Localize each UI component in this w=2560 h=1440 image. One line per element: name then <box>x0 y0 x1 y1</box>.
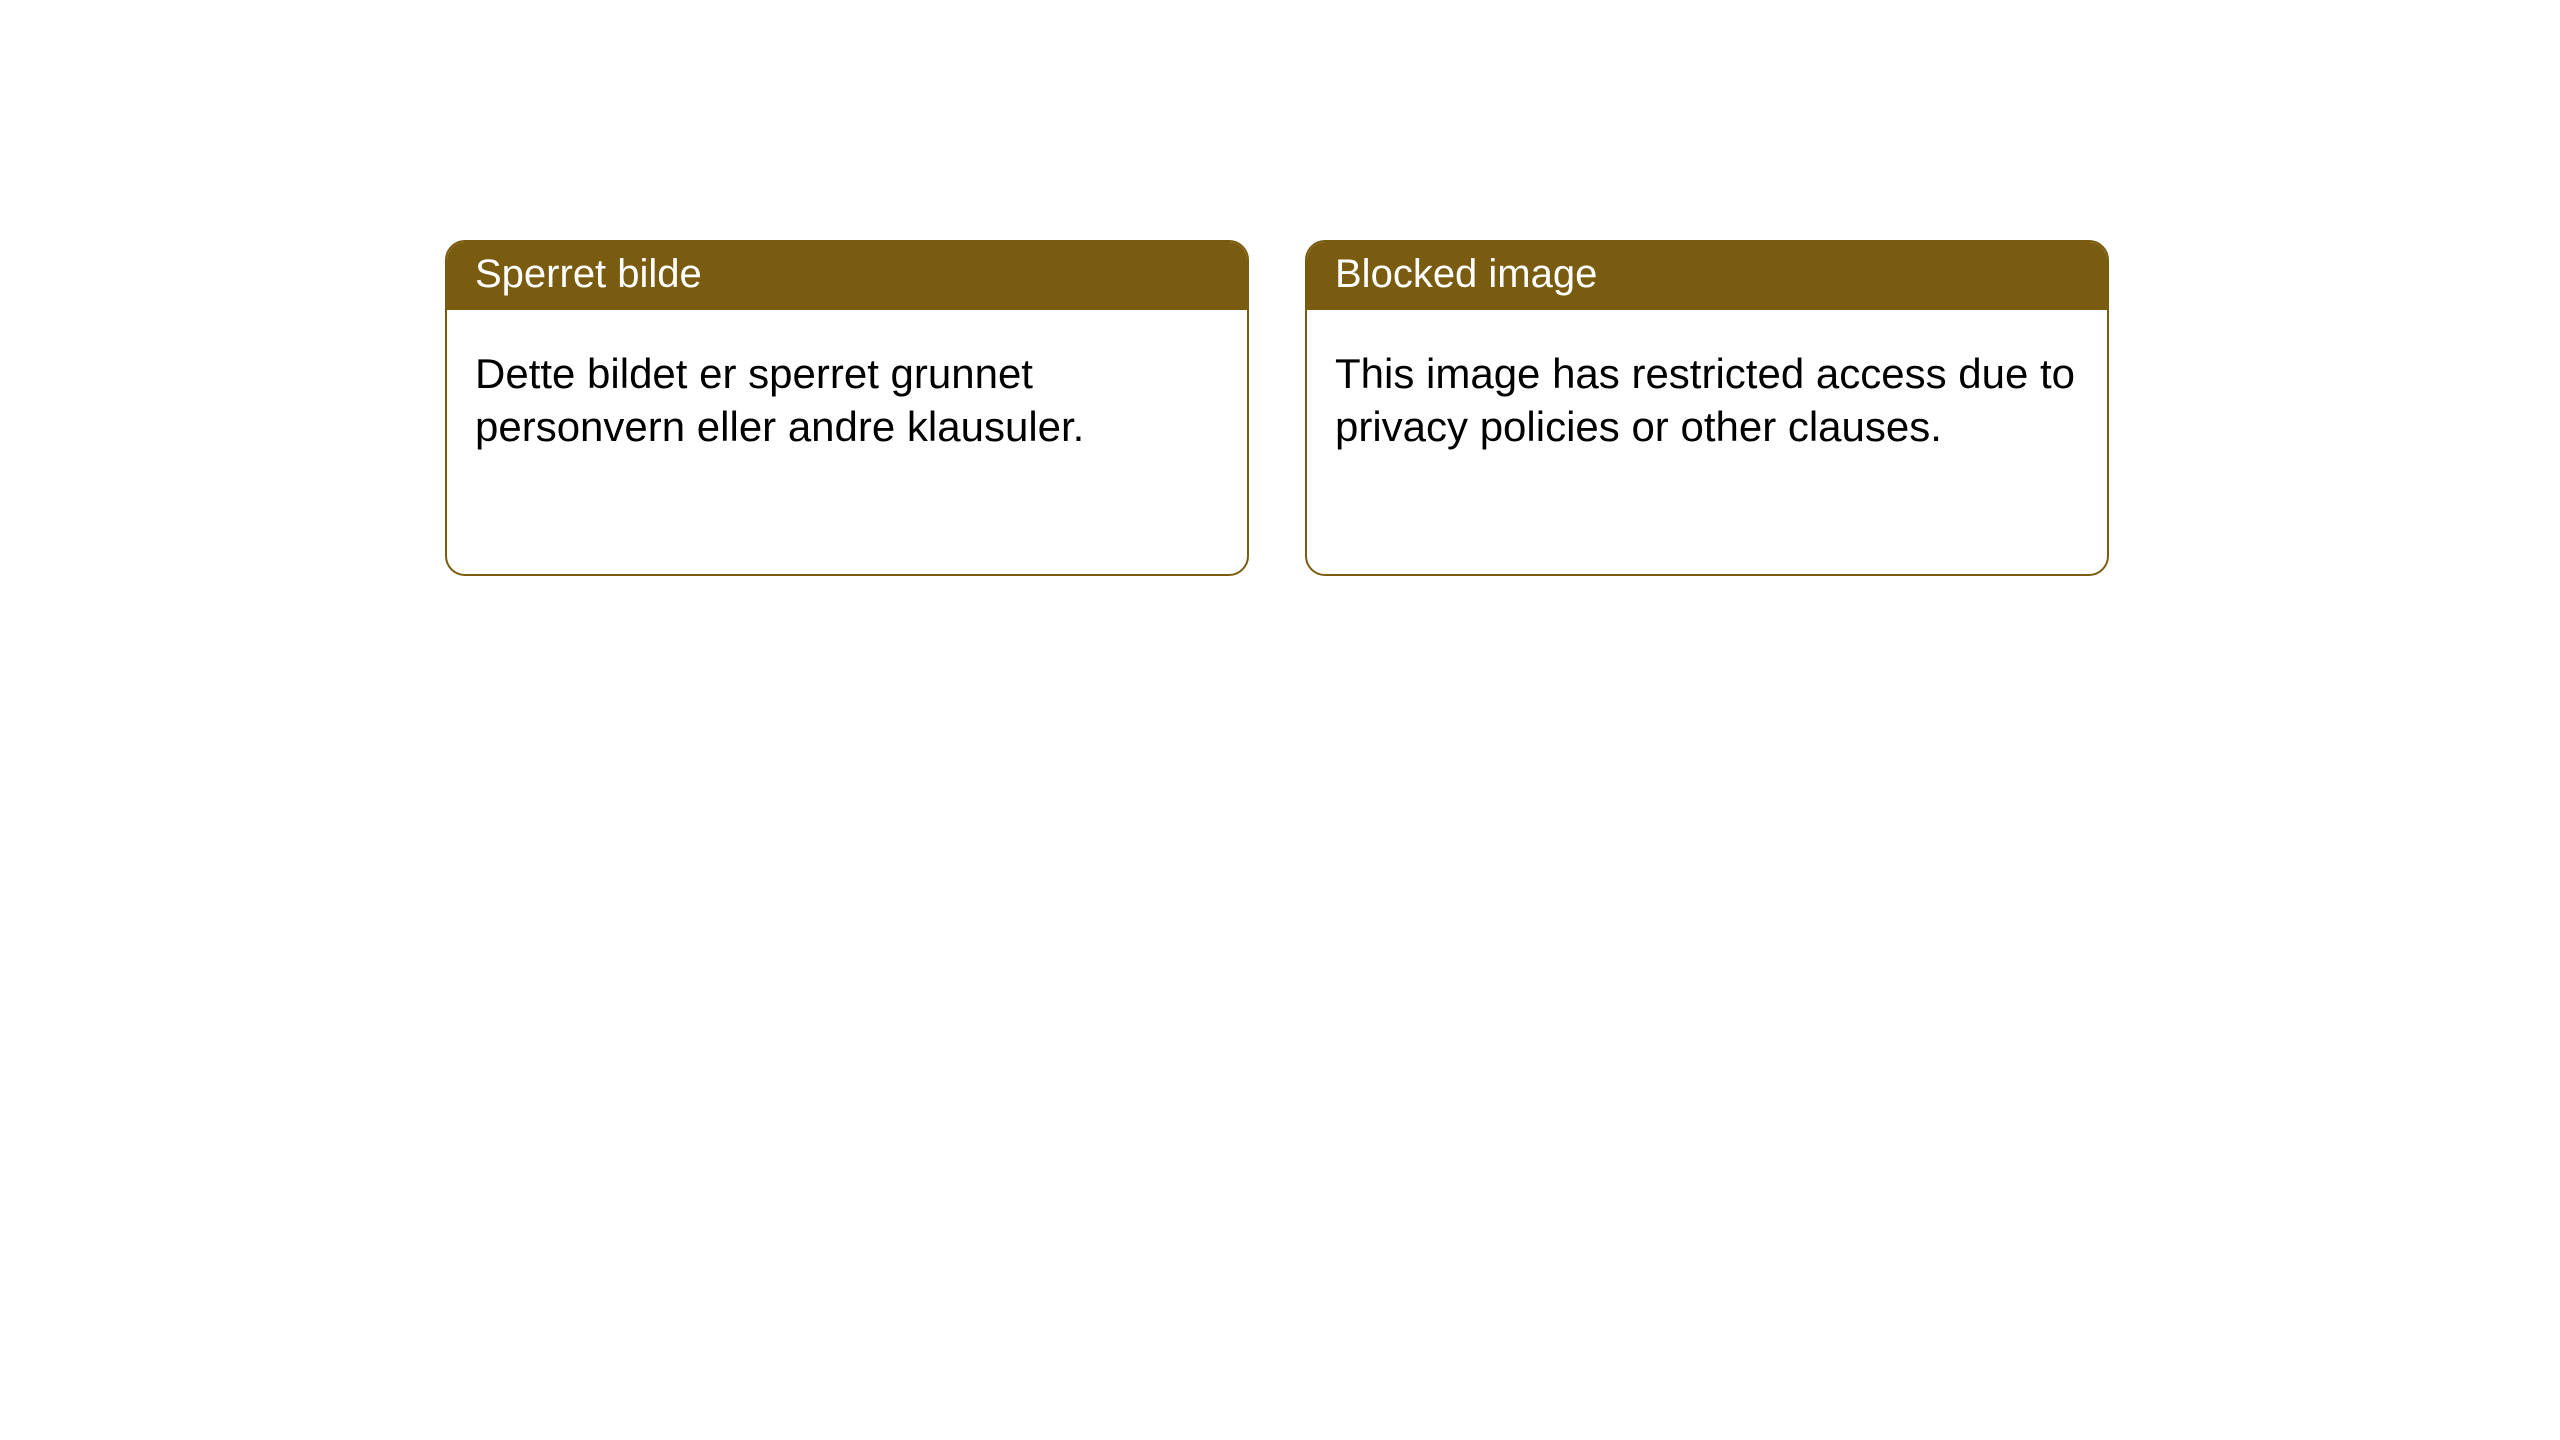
notice-body-text: This image has restricted access due to … <box>1335 350 2075 450</box>
notice-body: Dette bildet er sperret grunnet personve… <box>447 310 1247 482</box>
notice-header: Blocked image <box>1307 242 2107 310</box>
notice-card-norwegian: Sperret bilde Dette bildet er sperret gr… <box>445 240 1249 576</box>
blocked-image-notice-group: Sperret bilde Dette bildet er sperret gr… <box>445 240 2560 576</box>
notice-body: This image has restricted access due to … <box>1307 310 2107 482</box>
notice-card-english: Blocked image This image has restricted … <box>1305 240 2109 576</box>
notice-body-text: Dette bildet er sperret grunnet personve… <box>475 350 1084 450</box>
notice-title: Sperret bilde <box>475 252 702 296</box>
notice-header: Sperret bilde <box>447 242 1247 310</box>
notice-title: Blocked image <box>1335 252 1597 296</box>
